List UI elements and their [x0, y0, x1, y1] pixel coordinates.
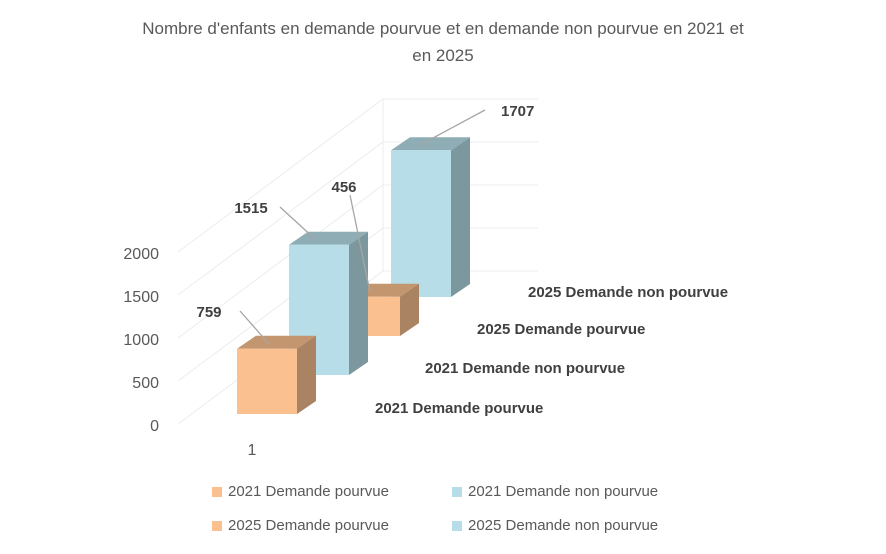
- bar-side-0: [297, 335, 316, 414]
- bar-3: [391, 150, 451, 297]
- bar-side-1: [349, 231, 368, 375]
- data-label-2: 456: [331, 179, 356, 196]
- data-label-1: 1515: [234, 200, 267, 217]
- gridline-left-3: [177, 141, 384, 296]
- y-tick-label-3: 1500: [123, 289, 159, 306]
- data-label-3: 1707: [501, 103, 534, 120]
- legend-label-2021-pourvue: 2021 Demande pourvue: [228, 483, 389, 500]
- data-label-leader-3: [419, 109, 486, 146]
- series-axis-label-1: 2021 Demande non pourvue: [425, 360, 625, 377]
- bar-0: [237, 348, 297, 414]
- series-axis-label-3: 2025 Demande non pourvue: [528, 284, 728, 301]
- bar-top-3: [391, 137, 470, 151]
- bar-top-1: [289, 231, 368, 245]
- legend-item-2021-non-pourvue: 2021 Demande non pourvue: [452, 483, 658, 500]
- y-tick-label-4: 2000: [123, 246, 159, 263]
- data-label-leader-1: [279, 206, 317, 241]
- y-tick-label-2: 1000: [123, 332, 159, 349]
- legend-swatch-2021-non-pourvue: [452, 486, 462, 497]
- chart-title-line-2: en 2025: [412, 46, 474, 65]
- legend-swatch-2021-pourvue: [212, 486, 222, 497]
- series-axis-label-0: 2021 Demande pourvue: [375, 400, 543, 417]
- data-label-0: 759: [196, 304, 221, 321]
- y-tick-label-0: 0: [150, 418, 159, 435]
- legend-label-2025-pourvue: 2025 Demande pourvue: [228, 517, 389, 534]
- legend-item-2025-non-pourvue: 2025 Demande non pourvue: [452, 517, 658, 534]
- bar-side-2: [400, 283, 419, 336]
- legend-item-2021-pourvue: 2021 Demande pourvue: [212, 483, 389, 500]
- legend-label-2025-non-pourvue: 2025 Demande non pourvue: [468, 517, 659, 534]
- legend-swatch-2025-non-pourvue: [452, 520, 462, 531]
- series-axis-label-2: 2025 Demande pourvue: [477, 321, 645, 338]
- y-tick-label-1: 500: [132, 375, 159, 392]
- data-label-leader-2: [349, 194, 371, 293]
- legend-item-2025-pourvue: 2025 Demande pourvue: [212, 517, 389, 534]
- legend-swatch-2025-pourvue: [212, 520, 222, 531]
- legend-label-2021-non-pourvue: 2021 Demande non pourvue: [468, 483, 659, 500]
- x-category-label: 1: [248, 442, 257, 459]
- chart-title-line-1: Nombre d'enfants en demande pourvue et e…: [142, 19, 744, 38]
- bar-side-3: [451, 137, 470, 297]
- data-label-leader-0: [239, 310, 271, 346]
- gridline-left-2: [177, 184, 384, 339]
- bar-top-0: [237, 335, 316, 349]
- gridline-left-4: [177, 98, 384, 253]
